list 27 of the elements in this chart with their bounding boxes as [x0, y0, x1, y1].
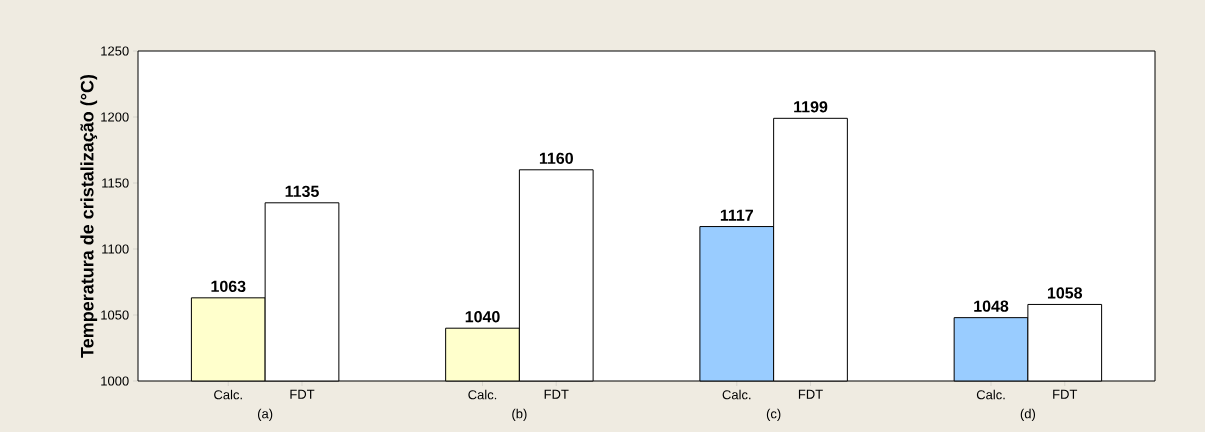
text: FDT	[544, 389, 569, 399]
data-label: 1199	[794, 101, 828, 113]
y-tick-label: 1100	[102, 244, 129, 254]
data-label: 1160	[539, 152, 573, 164]
data-label: 1040	[465, 311, 500, 323]
text: FDT	[1053, 389, 1078, 399]
data-label: 1048	[974, 300, 1009, 312]
text: Calc.	[722, 389, 751, 400]
data-label: 1063	[211, 280, 246, 293]
text: Calc.	[976, 389, 1005, 400]
x-tick-label: (d)	[1020, 408, 1036, 421]
text: Calc.	[468, 389, 497, 400]
x-tick-label: (c)	[766, 408, 781, 421]
y-tick-label: 1050	[101, 310, 129, 320]
data-label: 1135	[285, 185, 319, 197]
text: FDT	[798, 389, 823, 399]
data-label: 1117	[720, 209, 753, 221]
series-label: FDT	[290, 389, 315, 399]
y-axis-title: Temperatura de cristalização (°C)	[80, 74, 98, 358]
x-tick-label: (a)	[258, 408, 273, 421]
y-tick-label: 1150	[102, 178, 129, 188]
data-label: 1058	[1047, 287, 1083, 299]
y-tick-label: 1250	[101, 46, 129, 56]
x-tick-label: (b)	[512, 408, 527, 421]
series-label: Calc.	[214, 389, 242, 400]
y-tick-label: 1000	[101, 376, 129, 386]
y-tick-label: 1200	[101, 112, 129, 122]
